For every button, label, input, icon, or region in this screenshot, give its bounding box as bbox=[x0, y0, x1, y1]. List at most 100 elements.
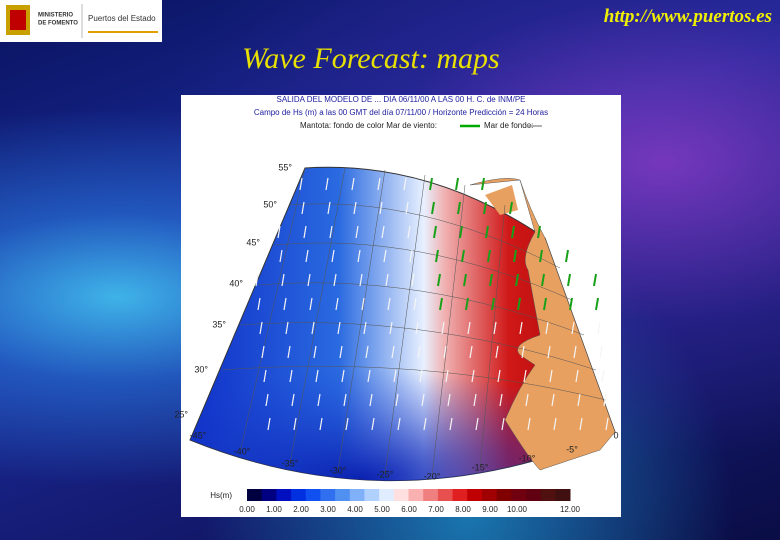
lat-label: 55° bbox=[278, 162, 292, 172]
lat-label: 25° bbox=[174, 409, 188, 419]
wave-arrow bbox=[445, 369, 449, 383]
wave-arrow bbox=[501, 417, 505, 431]
wave-arrow bbox=[521, 345, 525, 359]
wave-arrow bbox=[255, 273, 259, 287]
colorbar-label: 7.00 bbox=[428, 505, 444, 514]
wave-arrow bbox=[603, 393, 607, 407]
wave-arrow bbox=[473, 393, 477, 407]
wave-arrow bbox=[579, 417, 583, 431]
wave-arrow bbox=[519, 321, 523, 335]
wave-arrow bbox=[277, 225, 281, 239]
wave-arrow bbox=[299, 177, 303, 191]
wave-arrow bbox=[527, 417, 531, 431]
wave-arrow bbox=[303, 225, 307, 239]
colorbar-cell bbox=[305, 489, 321, 501]
wave-arrow bbox=[257, 297, 261, 311]
colorbar-cell bbox=[540, 489, 556, 501]
wave-arrow bbox=[403, 177, 407, 191]
logo: MINISTERIO DE FOMENTO Puertos del Estado bbox=[0, 0, 162, 42]
wave-arrow bbox=[353, 201, 357, 215]
wave-arrow bbox=[495, 345, 499, 359]
wave-arrow bbox=[537, 225, 541, 239]
wave-arrow bbox=[381, 225, 385, 239]
wave-arrow bbox=[291, 393, 295, 407]
wave-arrow bbox=[551, 393, 555, 407]
wave-arrow bbox=[337, 321, 341, 335]
wave-arrow bbox=[429, 177, 433, 191]
wave-arrow bbox=[465, 297, 469, 311]
wave-arrow bbox=[545, 321, 549, 335]
wave-arrow bbox=[461, 249, 465, 263]
wave-arrow bbox=[539, 249, 543, 263]
wave-arrow bbox=[487, 249, 491, 263]
map-legend-swell: Mar de fondo: bbox=[484, 121, 533, 130]
colorbar-cell bbox=[364, 489, 380, 501]
wave-arrow bbox=[483, 201, 487, 215]
wave-arrow bbox=[355, 225, 359, 239]
wave-arrow bbox=[525, 393, 529, 407]
wave-arrow bbox=[449, 417, 453, 431]
wave-arrow bbox=[421, 393, 425, 407]
wave-arrow bbox=[469, 345, 473, 359]
colorbar-cell bbox=[379, 489, 395, 501]
colorbar-cell bbox=[408, 489, 424, 501]
wave-arrow bbox=[447, 393, 451, 407]
land bbox=[469, 178, 616, 471]
wave-arrow bbox=[343, 393, 347, 407]
wave-arrow bbox=[411, 273, 415, 287]
wave-arrow bbox=[433, 225, 437, 239]
wave-arrow bbox=[345, 417, 349, 431]
ministry-line: MINISTERIO bbox=[38, 13, 73, 19]
wave-arrow bbox=[441, 321, 445, 335]
lat-label: 30° bbox=[194, 364, 208, 374]
wave-arrow bbox=[339, 345, 343, 359]
wave-arrow bbox=[397, 417, 401, 431]
map-south bbox=[190, 320, 615, 481]
slide-title: Wave Forecast: maps bbox=[242, 42, 500, 75]
org-name: Puertos del Estado bbox=[88, 14, 156, 23]
wave-arrow bbox=[385, 273, 389, 287]
colorbar-cell bbox=[555, 489, 571, 501]
land-uk bbox=[485, 185, 518, 215]
lat-label: 45° bbox=[246, 237, 260, 247]
wave-arrow bbox=[267, 417, 271, 431]
map-header: SALIDA DEL MODELO DE ... DIA 06/11/00 A … bbox=[277, 95, 526, 104]
wave-arrow bbox=[377, 177, 381, 191]
wave-arrow bbox=[365, 345, 369, 359]
wave-arrow bbox=[455, 177, 459, 191]
colorbar-label: 4.00 bbox=[347, 505, 363, 514]
colorbar-label: 9.00 bbox=[482, 505, 498, 514]
wave-arrow bbox=[333, 273, 337, 287]
wave-arrow bbox=[363, 321, 367, 335]
wave-arrow bbox=[379, 201, 383, 215]
wave-arrow bbox=[565, 249, 569, 263]
wave-arrow bbox=[393, 369, 397, 383]
lon-label: -10° bbox=[519, 453, 536, 463]
wave-arrow bbox=[541, 273, 545, 287]
wave-arrow bbox=[413, 297, 417, 311]
colorbar-cell bbox=[335, 489, 351, 501]
wave-arrow bbox=[405, 201, 409, 215]
colorbar-label: 12.00 bbox=[560, 505, 581, 514]
wave-arrow bbox=[459, 225, 463, 239]
wave-arrow bbox=[335, 297, 339, 311]
wave-arrow bbox=[367, 369, 371, 383]
lat-label: 50° bbox=[263, 199, 277, 209]
lon-label: -30° bbox=[330, 465, 347, 475]
lon-label: 0 bbox=[613, 430, 618, 440]
wave-arrow bbox=[457, 201, 461, 215]
colorbar-cell bbox=[320, 489, 336, 501]
wave-arrow bbox=[497, 369, 501, 383]
map-legend: Mantota: fondo de color Mar de viento: bbox=[300, 121, 437, 130]
wave-arrow bbox=[571, 321, 575, 335]
wave-arrow bbox=[361, 297, 365, 311]
wave-arrow bbox=[419, 369, 423, 383]
colorbar: 0.00 1.00 2.00 3.00 4.00 5.00 6.00 7.00 8.00 9.00… bbox=[239, 489, 581, 514]
wave-arrow bbox=[443, 345, 447, 359]
wave-arrow bbox=[523, 369, 527, 383]
wave-arrow bbox=[569, 297, 573, 311]
colorbar-cell bbox=[525, 489, 542, 501]
wave-arrow bbox=[319, 417, 323, 431]
wave-arrow bbox=[409, 249, 413, 263]
